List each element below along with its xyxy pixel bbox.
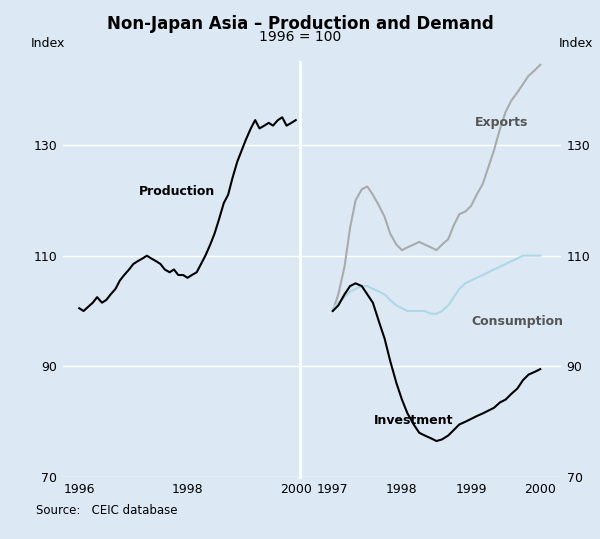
Text: Index: Index [31,37,65,50]
Text: 1996 = 100: 1996 = 100 [259,30,341,44]
Text: Consumption: Consumption [471,315,563,328]
Text: Investment: Investment [374,414,454,427]
Text: Index: Index [559,37,593,50]
Text: Non-Japan Asia – Production and Demand: Non-Japan Asia – Production and Demand [107,15,493,33]
Text: Exports: Exports [475,116,528,129]
Text: Production: Production [139,185,215,198]
Text: Source:   CEIC database: Source: CEIC database [36,505,178,517]
